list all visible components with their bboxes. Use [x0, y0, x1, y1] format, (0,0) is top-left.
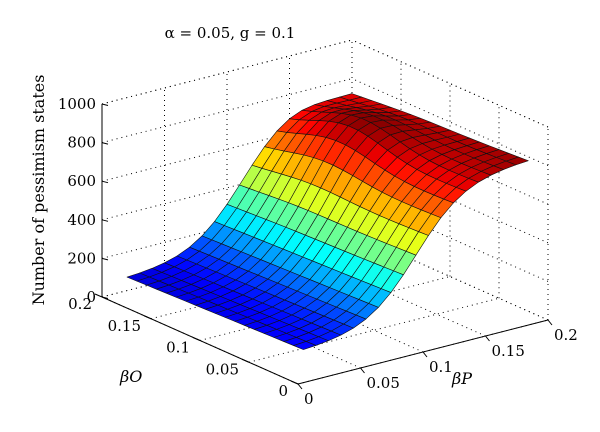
- gridline: [226, 264, 424, 353]
- x-tick: [297, 383, 303, 390]
- z-tick-label: 0: [86, 288, 96, 306]
- z-tick: [101, 296, 109, 299]
- z-axis-label: Number of pessimism states: [29, 75, 48, 306]
- y-tick-label: 0: [278, 382, 288, 400]
- gridline: [351, 155, 549, 244]
- z-tick-label: 200: [67, 249, 96, 267]
- z-tick: [101, 142, 109, 145]
- chart-title: α = 0.05, g = 0.1: [165, 24, 296, 42]
- y-tick-label: 0.2: [68, 295, 92, 313]
- gridline: [351, 193, 549, 282]
- gridline: [164, 280, 361, 369]
- y-tick-label: 0.05: [206, 360, 239, 378]
- y-tick-label: 0.1: [166, 339, 190, 357]
- y-tick: [241, 358, 250, 363]
- z-tick-label: 400: [67, 211, 96, 229]
- y-axis-label: βO: [119, 367, 142, 386]
- gridline: [199, 276, 451, 341]
- x-tick-label: 0: [304, 390, 314, 408]
- y-tick: [143, 315, 152, 320]
- gridline: [101, 39, 353, 105]
- gridline: [351, 232, 549, 321]
- z-tick: [101, 180, 109, 184]
- z-tick: [101, 257, 109, 261]
- y-tick: [290, 380, 299, 385]
- gridline: [248, 297, 500, 363]
- gridline: [351, 39, 549, 128]
- x-tick: [485, 335, 490, 342]
- tick-layer: 0200400600800100000.050.10.150.200.050.1…: [58, 95, 578, 408]
- surface-patch: [293, 341, 317, 350]
- x-tick: [422, 351, 428, 358]
- z-tick: [101, 103, 109, 106]
- x-tick-label: 0.15: [492, 342, 525, 360]
- x-tick-label: 0.1: [429, 358, 453, 376]
- z-tick-label: 600: [67, 172, 96, 190]
- x-tick-label: 0.05: [367, 374, 400, 392]
- x-tick-label: 0.2: [554, 326, 578, 344]
- gridline: [289, 248, 486, 337]
- y-tick: [192, 337, 201, 341]
- y-tick-label: 0.15: [108, 317, 141, 335]
- y-tick: [94, 293, 103, 298]
- gridline: [101, 78, 353, 144]
- surface-layer: [126, 93, 529, 350]
- x-axis-label: βP: [451, 369, 472, 388]
- z-tick-label: 1000: [58, 95, 96, 113]
- x-tick: [547, 319, 553, 326]
- z-tick-label: 800: [67, 134, 96, 152]
- z-tick: [101, 219, 109, 222]
- gridline: [351, 78, 549, 167]
- gridline: [351, 116, 549, 205]
- x-tick: [360, 367, 365, 374]
